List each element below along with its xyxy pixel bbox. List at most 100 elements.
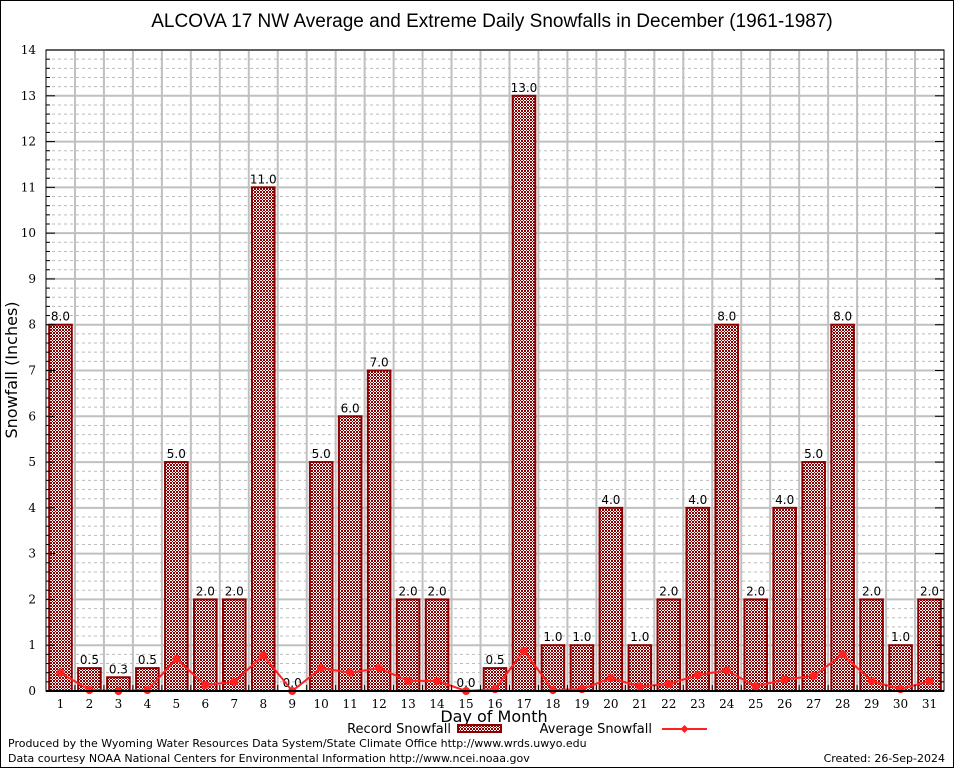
average-point: [809, 671, 818, 680]
bar-value-label: 2.0: [428, 584, 447, 598]
bar-value-label: 1.0: [543, 630, 562, 644]
bar-value-label: 2.0: [862, 584, 881, 598]
x-tick-label: 17: [516, 697, 531, 711]
bar-value-label: 0.5: [138, 653, 157, 667]
record-bar: [337, 415, 363, 692]
x-tick-label: 19: [574, 697, 589, 711]
x-tick-label: 23: [690, 697, 705, 711]
bar-value-label: 8.0: [717, 310, 736, 324]
y-tick-label: 6: [28, 409, 36, 423]
average-point: [346, 668, 355, 677]
x-tick-label: 15: [458, 697, 473, 711]
average-point: [867, 676, 876, 685]
x-tick-label: 3: [115, 697, 123, 711]
average-point: [317, 664, 326, 673]
bar-value-label: 2.0: [399, 584, 418, 598]
legend-average-label: Average Snowfall: [540, 722, 652, 737]
record-bar: [714, 323, 740, 692]
record-bar: [772, 506, 797, 692]
bar-value-label: 8.0: [51, 310, 70, 324]
y-tick-label: 7: [28, 364, 36, 378]
bar-value-label: 1.0: [630, 630, 649, 644]
record-bar: [308, 461, 334, 693]
x-tick-label: 14: [429, 697, 445, 711]
x-tick-label: 7: [230, 697, 238, 711]
y-tick-label: 4: [28, 501, 36, 515]
x-tick-label: 27: [806, 697, 821, 711]
record-bar: [511, 94, 537, 693]
y-tick-label: 8: [28, 318, 36, 332]
x-tick-label: 1: [57, 697, 65, 711]
x-tick-label: 6: [202, 697, 210, 711]
y-tick-label: 14: [21, 43, 37, 57]
bar-value-label: 6.0: [341, 401, 360, 415]
footer-created: Created: 26-Sep-2024: [824, 752, 945, 765]
average-point: [693, 670, 702, 679]
record-bar: [801, 461, 826, 693]
average-point: [606, 674, 615, 683]
average-point: [780, 675, 789, 684]
bar-value-label: 11.0: [250, 172, 277, 186]
x-tick-label: 25: [748, 697, 763, 711]
bar-value-label: 2.0: [746, 584, 765, 598]
average-point: [664, 680, 673, 689]
x-tick-label: 5: [173, 697, 181, 711]
y-tick-label: 12: [21, 135, 36, 149]
average-point: [838, 650, 847, 659]
y-tick-label: 13: [21, 89, 36, 103]
y-axis-label: Snowfall (Inches): [2, 301, 21, 438]
x-tick-label: 21: [632, 697, 647, 711]
average-point: [722, 666, 731, 675]
x-tick-label: 30: [893, 697, 908, 711]
record-bar: [743, 598, 769, 693]
x-axis-label: Day of Month: [440, 707, 547, 726]
record-bar: [888, 644, 913, 693]
bar-value-label: 0.0: [456, 676, 475, 690]
x-tick-label: 2: [86, 697, 94, 711]
x-tick-label: 18: [545, 697, 560, 711]
average-point: [259, 651, 268, 660]
x-tick-label: 8: [259, 697, 267, 711]
x-tick-label: 9: [288, 697, 296, 711]
legend-record-label: Record Snowfall: [347, 722, 451, 737]
bar-value-label: 5.0: [312, 447, 331, 461]
y-tick-label: 2: [28, 592, 36, 606]
x-tick-label: 13: [400, 697, 415, 711]
average-point: [925, 676, 934, 685]
x-tick-label: 28: [835, 697, 850, 711]
y-tick-label: 1: [28, 638, 36, 652]
x-tick-label: 4: [144, 697, 152, 711]
record-bar: [366, 369, 392, 692]
average-point: [56, 668, 65, 677]
x-tick-label: 20: [603, 697, 618, 711]
y-tick-label: 10: [21, 226, 36, 240]
bar-value-label: 5.0: [804, 447, 823, 461]
legend-average-marker: [680, 725, 689, 733]
y-tick-label: 5: [28, 455, 36, 469]
average-point: [230, 677, 239, 686]
average-point: [375, 664, 384, 673]
bar-value-label: 0.5: [485, 653, 504, 667]
bar-value-label: 4.0: [688, 493, 707, 507]
bar-value-label: 0.5: [80, 653, 99, 667]
x-tick-label: 12: [371, 697, 386, 711]
x-tick-label: 16: [487, 697, 502, 711]
bar-value-label: 2.0: [920, 584, 939, 598]
bar-value-label: 2.0: [659, 584, 678, 598]
x-tick-label: 11: [343, 697, 358, 711]
footer-data-courtesy: Data courtesy NOAA National Centers for …: [8, 752, 530, 765]
record-bar: [250, 186, 276, 692]
average-point: [751, 682, 760, 691]
y-tick-label: 0: [28, 684, 36, 698]
x-tick-label: 10: [314, 697, 329, 711]
bar-value-label: 1.0: [891, 630, 910, 644]
record-bar: [598, 506, 624, 692]
x-tick-label: 22: [661, 697, 676, 711]
bar-value-label: 13.0: [511, 81, 538, 95]
bar-value-label: 2.0: [225, 584, 244, 598]
chart-title: ALCOVA 17 NW Average and Extreme Daily S…: [151, 11, 833, 32]
record-bar: [540, 644, 566, 693]
bar-value-label: 0.3: [109, 662, 128, 676]
